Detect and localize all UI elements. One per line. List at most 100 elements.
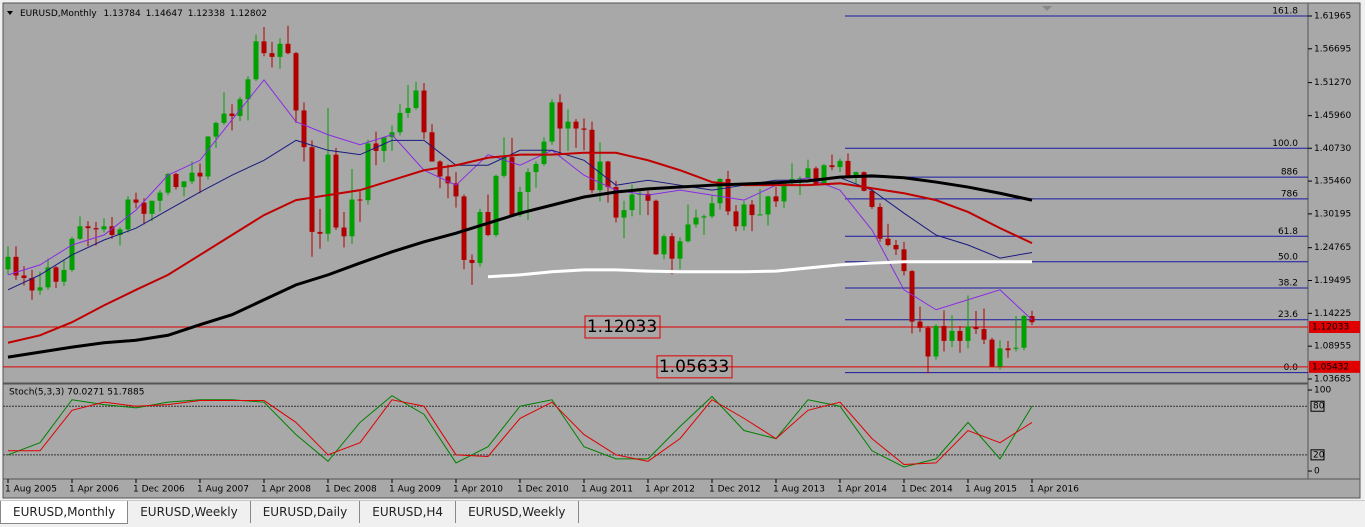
- candle-body: [829, 165, 835, 168]
- candle-body: [957, 330, 963, 341]
- candle-body: [533, 164, 539, 173]
- candle-body: [885, 238, 891, 245]
- x-tick-label: 1 Aug 2009: [389, 485, 441, 495]
- fib-label: 61.8: [1278, 227, 1298, 237]
- price-label: 1.05633: [659, 357, 729, 377]
- fib-label: 23.6: [1278, 310, 1298, 320]
- candle-body: [205, 136, 211, 177]
- fib-label: 886: [1281, 168, 1298, 178]
- x-tick-label: 1 Dec 2010: [517, 485, 569, 495]
- price-tag: 1.12033: [1312, 322, 1349, 332]
- candle-body: [589, 129, 595, 191]
- close: 1.12802: [230, 9, 267, 19]
- stoch-tick-label: 0: [1314, 467, 1320, 477]
- candle-body: [173, 173, 179, 188]
- candle-body: [421, 90, 427, 133]
- candle-body: [893, 244, 899, 250]
- candle-body: [45, 267, 51, 288]
- candle-body: [437, 161, 443, 177]
- candle-body: [925, 327, 931, 357]
- candle-body: [149, 200, 155, 214]
- stoch-label: Stoch(5,3,3) 70.0271 51.7885: [9, 388, 144, 398]
- chart-tab[interactable]: EURUSD,Weekly: [128, 501, 251, 523]
- stoch-tick-label: 100: [1314, 386, 1331, 396]
- fib-label: 161.8: [1272, 7, 1298, 17]
- candle-body: [445, 176, 451, 184]
- candle-body: [837, 160, 843, 168]
- fib-label: 100.0: [1272, 139, 1298, 149]
- y-tick-label: 1.08955: [1314, 342, 1351, 352]
- candle-body: [605, 161, 611, 188]
- candle-body: [853, 172, 859, 176]
- candle-body: [669, 236, 675, 259]
- x-tick-label: 1 Aug 2005: [5, 485, 57, 495]
- candle-body: [989, 339, 995, 367]
- price-label: 1.12033: [587, 317, 657, 337]
- candle-body: [797, 178, 803, 180]
- y-tick-label: 1.51270: [1314, 78, 1351, 88]
- symbol: EURUSD,Monthly: [20, 9, 97, 19]
- y-tick-label: 1.35460: [1314, 177, 1351, 187]
- candle-body: [357, 199, 363, 201]
- candle-body: [349, 199, 355, 237]
- candle-body: [101, 226, 107, 230]
- candle-body: [309, 147, 315, 232]
- x-tick-label: 1 Apr 2012: [645, 485, 695, 495]
- header: EURUSD,Monthly 1.13784 1.14647 1.12338 1…: [20, 9, 267, 19]
- price-scale: [1307, 2, 1361, 480]
- x-tick-label: 1 Apr 2014: [837, 485, 887, 495]
- x-tick-label: 1 Dec 2012: [709, 485, 761, 495]
- chart-tab[interactable]: EURUSD,Daily: [251, 501, 361, 523]
- candle-body: [597, 161, 603, 191]
- candle-body: [277, 43, 283, 57]
- fib-label: 38.2: [1278, 278, 1298, 288]
- chart: 1.61965 1.56695 1.51270 1.45960 1.40730 1.354…: [2, 2, 1361, 499]
- chart-tab[interactable]: EURUSD,H4: [360, 501, 457, 523]
- candle-body: [877, 206, 883, 239]
- candle-body: [581, 128, 587, 130]
- main-layer: 1.61965 1.56695 1.51270 1.45960 1.40730 1.354…: [3, 7, 1360, 495]
- y-tick-label: 1.14225: [1314, 309, 1351, 319]
- y-tick-label: 1.40730: [1314, 144, 1351, 154]
- price-tag-box: [1309, 320, 1360, 333]
- chart-tab[interactable]: EURUSD,Monthly: [0, 501, 129, 524]
- candle-body: [69, 238, 75, 270]
- x-tick-label: 1 Dec 2008: [325, 485, 377, 495]
- candle-body: [53, 267, 59, 282]
- fib-label: 50.0: [1278, 252, 1298, 262]
- candle-body: [77, 226, 83, 239]
- candle-body: [61, 269, 67, 282]
- candle-body: [933, 325, 939, 357]
- candle-body: [733, 211, 739, 227]
- candle-body: [333, 154, 339, 228]
- x-tick-label: 1 Aug 2007: [197, 485, 249, 495]
- candle-body: [293, 53, 299, 111]
- candle-body: [93, 228, 99, 230]
- candle-body: [565, 121, 571, 129]
- candle-body: [717, 178, 723, 204]
- candle-body: [213, 122, 219, 137]
- candle-body: [765, 196, 771, 215]
- candle-body: [269, 53, 275, 57]
- candle-body: [973, 326, 979, 330]
- y-tick-label: 1.30195: [1314, 209, 1351, 219]
- candle-body: [861, 172, 867, 191]
- candle-body: [701, 216, 707, 218]
- x-tick-label: 1 Aug 2015: [965, 485, 1017, 495]
- chart-tab[interactable]: EURUSD,Weekly: [456, 501, 579, 523]
- candle-body: [181, 181, 187, 188]
- candle-body: [621, 210, 627, 218]
- candle-body: [85, 226, 91, 229]
- candle-body: [525, 172, 531, 193]
- candle-body: [229, 113, 235, 117]
- candle-body: [1005, 348, 1011, 351]
- time-scale: [2, 478, 1361, 499]
- candle-body: [253, 41, 259, 80]
- candle-body: [613, 187, 619, 218]
- stoch-line: [8, 399, 1033, 466]
- candle-body: [685, 224, 691, 242]
- candle-body: [1013, 347, 1019, 349]
- candle-body: [133, 199, 139, 203]
- candle-body: [245, 79, 251, 100]
- candle-body: [573, 121, 579, 129]
